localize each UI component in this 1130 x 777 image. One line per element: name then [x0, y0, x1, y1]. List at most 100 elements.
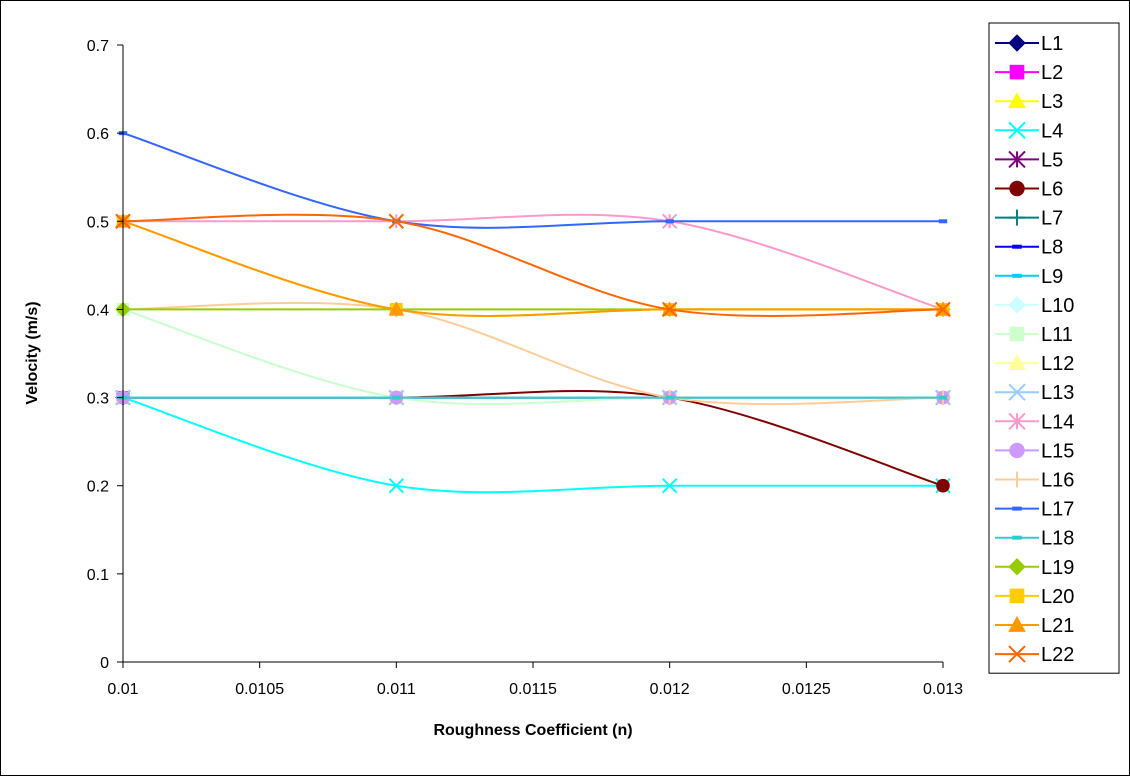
legend-label: L21 [1041, 615, 1074, 637]
legend-item: L14 [995, 411, 1074, 433]
legend-item: L13 [995, 382, 1074, 404]
data-point [392, 395, 401, 400]
legend-swatch-marker [1012, 273, 1022, 278]
legend-item: L17 [995, 499, 1074, 521]
legend-swatch-marker [1008, 645, 1026, 663]
y-tick-label: 0.4 [87, 302, 109, 319]
legend-item: L20 [995, 586, 1074, 608]
legend-label: L17 [1041, 499, 1074, 521]
plot-area [115, 131, 951, 494]
legend-swatch-marker [1008, 121, 1026, 140]
data-point [938, 395, 948, 400]
data-point [388, 301, 405, 316]
data-point [661, 301, 678, 318]
legend-swatch-marker [1012, 535, 1022, 540]
legend-label: L1 [1041, 33, 1063, 55]
legend-swatch-marker [1009, 442, 1025, 459]
legend-item: L5 [995, 149, 1063, 171]
series-line [122, 220, 943, 317]
series-line [122, 308, 943, 406]
legend-item: L15 [995, 440, 1074, 462]
y-tick-label: 0.6 [87, 126, 109, 143]
legend-item: L1 [995, 33, 1063, 55]
legend-item: L11 [995, 324, 1073, 346]
legend-swatch-marker [1009, 180, 1025, 197]
legend-label: L5 [1041, 149, 1063, 171]
legend-swatch-marker [1008, 558, 1026, 576]
legend-label: L14 [1041, 411, 1074, 433]
legend-label: L15 [1041, 440, 1074, 462]
legend-item: L19 [995, 557, 1074, 579]
y-tick-label: 0.5 [87, 214, 109, 231]
legend-swatch-marker [1008, 296, 1026, 314]
y-tick-label: 0.1 [87, 567, 109, 584]
legend-item: L21 [995, 615, 1074, 637]
series-line [122, 213, 944, 317]
data-point [661, 478, 678, 494]
data-point [938, 219, 948, 224]
data-point [388, 478, 405, 494]
legend-label: L11 [1041, 324, 1073, 346]
y-tick-label: 0.2 [87, 479, 109, 496]
x-tick-label: 0.0125 [782, 681, 831, 698]
legend-item: L8 [995, 237, 1063, 259]
legend: L1 L2 L3 L4 L5 L6 L7 L8 L9 L10 L11 L12 L13 L14 L15 L16 L… [988, 22, 1120, 674]
y-axis-title: Velocity (m/s) [24, 301, 41, 404]
y-tick-label: 0 [100, 655, 109, 672]
x-tick-label: 0.011 [377, 681, 416, 698]
series-l18 [118, 395, 948, 400]
series-l17 [118, 131, 948, 229]
legend-swatch-marker [1008, 150, 1026, 169]
data-point [665, 219, 674, 224]
legend-swatch-marker [1008, 354, 1026, 370]
x-tick-label: 0.01 [107, 681, 138, 698]
legend-label: L2 [1041, 62, 1063, 84]
legend-label: L20 [1041, 586, 1074, 608]
axes: 0 0.1 0.2 0.3 0.4 0.5 0.6 0.7 0.01 0.0105 0.011 0.0… [87, 38, 963, 698]
series-line [122, 132, 943, 229]
legend-item: L10 [995, 295, 1074, 317]
data-point [388, 213, 405, 229]
legend-label: L13 [1041, 382, 1074, 404]
legend-item: L12 [995, 353, 1074, 375]
x-axis-title: Roughness Coefficient (n) [433, 722, 632, 739]
legend-item: L6 [995, 179, 1063, 201]
legend-label: L16 [1041, 470, 1074, 492]
legend-swatch-marker [1008, 412, 1026, 431]
legend-item: L7 [995, 208, 1063, 230]
series-line [122, 396, 943, 494]
legend-swatch-marker [1008, 383, 1026, 401]
series-line [122, 308, 943, 406]
y-tick-label: 0.3 [87, 391, 109, 408]
legend-swatch-marker [1008, 92, 1026, 109]
legend-swatch-marker [1012, 244, 1022, 249]
legend-label: L4 [1041, 120, 1063, 142]
legend-label: L19 [1041, 557, 1074, 579]
legend-swatch-marker [1009, 64, 1025, 80]
legend-swatch-marker [1008, 615, 1026, 632]
legend-label: L10 [1041, 295, 1074, 317]
series-line [122, 301, 944, 406]
legend-item: L18 [995, 528, 1074, 550]
data-point [665, 395, 674, 400]
x-tick-label: 0.012 [650, 681, 690, 698]
x-tick-label: 0.0105 [235, 681, 284, 698]
series-line [123, 213, 944, 311]
legend-item: L2 [995, 62, 1063, 84]
legend-swatch-marker [1009, 588, 1025, 604]
series-line [122, 220, 943, 317]
x-tick-label: 0.0115 [509, 681, 557, 698]
series-line [123, 390, 944, 487]
data-point [935, 301, 951, 318]
legend-label: L8 [1041, 237, 1063, 259]
legend-swatch-marker [1008, 34, 1026, 52]
legend-label: L3 [1041, 91, 1063, 113]
legend-label: L22 [1041, 644, 1074, 666]
legend-label: L9 [1041, 266, 1063, 288]
legend-label: L7 [1041, 208, 1063, 230]
legend-swatch-marker [1009, 209, 1025, 226]
x-tick-label: 0.013 [923, 681, 963, 698]
legend-item: L3 [995, 91, 1063, 113]
